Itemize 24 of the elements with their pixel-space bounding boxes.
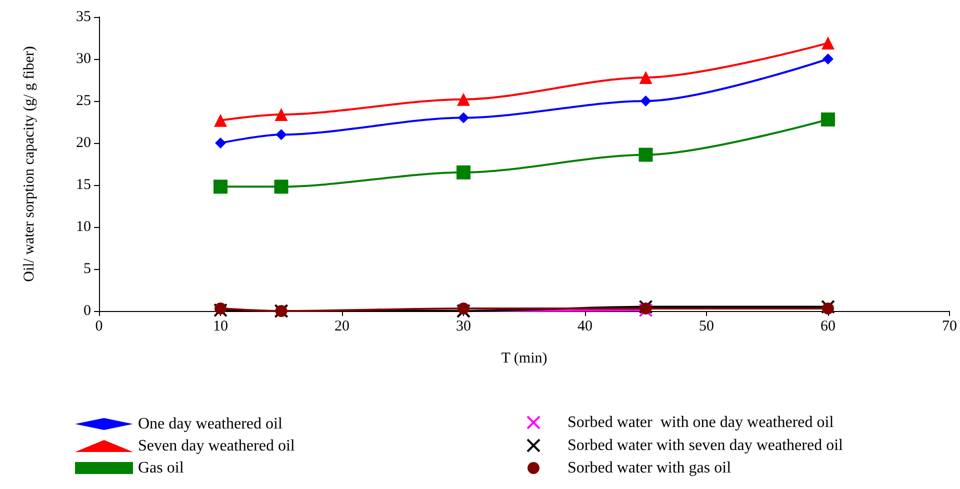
x-tick-label: 40 — [578, 318, 592, 334]
x-tick-label: 20 — [334, 318, 350, 334]
legend-label: Sorbed water with gas oil — [568, 460, 732, 476]
y-tick-label: 20 — [76, 135, 91, 151]
x-tick-label: 30 — [456, 318, 471, 334]
x-tick-label: 60 — [820, 318, 836, 334]
x-axis-title: T (min) — [501, 350, 548, 366]
y-tick-label: 5 — [84, 261, 91, 277]
y-tick-label: 35 — [76, 9, 91, 25]
legend-label: Seven day weathered oil — [138, 438, 296, 454]
x-tick-label: 70 — [942, 318, 957, 334]
x-tick-label: 50 — [699, 318, 714, 334]
y-tick-label: 30 — [76, 51, 91, 67]
y-tick-label: 15 — [76, 177, 91, 193]
legend-label: Gas oil — [138, 460, 184, 476]
y-tick-label: 0 — [84, 303, 91, 319]
x-tick-label: 10 — [213, 318, 228, 334]
y-axis-title: Oil/ water sorption capacity (g/ g fiber) — [22, 46, 38, 282]
legend-label: Sorbed water with one day weathered oil — [568, 414, 834, 431]
x-tick-label: 0 — [95, 318, 103, 334]
legend-label: Sorbed water with seven day weathered oil — [568, 437, 844, 454]
y-tick-label: 10 — [76, 219, 91, 235]
y-tick-label: 25 — [76, 93, 91, 109]
legend-label: One day weathered oil — [138, 416, 283, 432]
